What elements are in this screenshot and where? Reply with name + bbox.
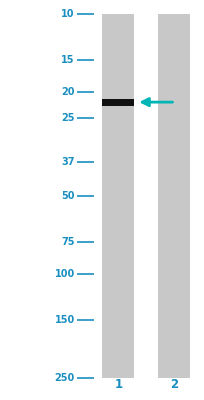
Text: 37: 37 [61, 157, 74, 167]
Text: 25: 25 [61, 113, 74, 123]
Bar [102, 98, 134, 106]
Text: 50: 50 [61, 191, 74, 201]
Bar [102, 14, 134, 378]
Text: 15: 15 [61, 55, 74, 65]
Text: 10: 10 [61, 9, 74, 19]
Text: 250: 250 [54, 373, 74, 383]
Text: 100: 100 [54, 269, 74, 279]
Text: 75: 75 [61, 237, 74, 247]
Text: 2: 2 [169, 378, 177, 391]
Text: 1: 1 [114, 378, 122, 391]
Bar [157, 14, 189, 378]
Text: 150: 150 [54, 315, 74, 325]
Text: 20: 20 [61, 87, 74, 97]
